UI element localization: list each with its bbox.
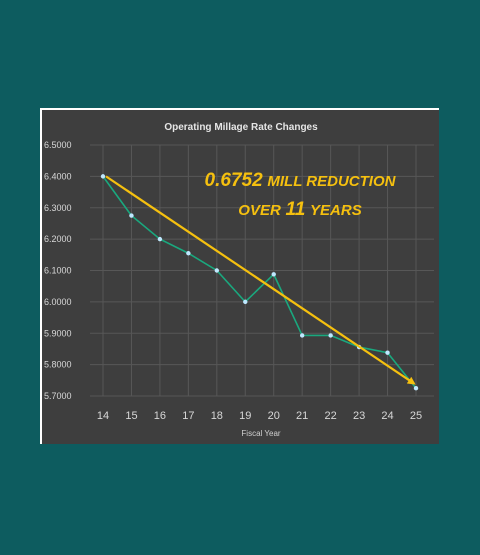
chart-panel: Operating Millage Rate Changes 6.5000 6.4… <box>42 110 439 444</box>
x-tick-label: 19 <box>239 410 251 422</box>
annotation-line-1: 0.6752 MILL REDUCTION <box>205 170 397 191</box>
y-tick-label: 6.5000 <box>44 140 72 150</box>
data-point <box>100 174 106 179</box>
trend-layer <box>105 175 416 385</box>
x-tick-label: 14 <box>97 410 109 422</box>
data-point <box>129 213 134 218</box>
x-tick-label: 18 <box>211 410 223 422</box>
annotation-reduction-text: MILL REDUCTION <box>267 173 396 190</box>
annotation-line-2: OVER 11 YEARS <box>238 199 361 220</box>
data-point <box>328 333 333 338</box>
x-axis-label: Fiscal Year <box>241 429 280 438</box>
data-point <box>214 268 220 273</box>
y-tick-label: 5.8000 <box>44 360 72 370</box>
x-tick-label: 24 <box>381 410 393 422</box>
data-point <box>186 251 191 256</box>
x-tick-label: 23 <box>353 410 365 422</box>
y-tick-label: 6.0000 <box>44 297 72 307</box>
data-point <box>243 299 248 305</box>
x-tick-label: 15 <box>125 410 137 422</box>
y-axis-ticks: 6.5000 6.4000 6.3000 6.2000 6.1000 6.0000 5.90… <box>44 140 72 401</box>
y-tick-label: 6.4000 <box>44 171 72 181</box>
series-line <box>102 175 417 389</box>
x-tick-label: 17 <box>182 410 194 422</box>
annotation-years-value: 11 <box>286 199 306 220</box>
x-tick-label: 16 <box>154 410 166 422</box>
data-point <box>271 272 276 277</box>
data-point <box>413 386 419 391</box>
annotation-years-text: YEARS <box>310 202 362 219</box>
trend-arrow <box>105 175 416 385</box>
x-axis-ticks: 14 15 16 17 18 19 20 21 22 23 24 25 <box>97 410 422 422</box>
x-tick-label: 21 <box>296 410 308 422</box>
x-tick-label: 20 <box>268 410 280 422</box>
y-tick-label: 6.3000 <box>44 203 72 213</box>
x-tick-label: 25 <box>410 410 422 422</box>
annotation-over-text: OVER <box>238 202 281 219</box>
millage-rate-chart: Operating Millage Rate Changes 6.5000 6.4… <box>44 122 434 438</box>
y-tick-label: 5.7000 <box>44 391 72 401</box>
data-point <box>299 333 305 338</box>
chart-title: Operating Millage Rate Changes <box>164 122 318 133</box>
x-tick-label: 22 <box>325 410 337 422</box>
y-tick-label: 5.9000 <box>44 328 72 338</box>
data-point <box>157 236 163 242</box>
y-tick-label: 6.2000 <box>44 234 72 244</box>
y-tick-label: 6.1000 <box>44 266 72 276</box>
data-point <box>385 350 390 355</box>
annotation-reduction-value: 0.6752 <box>205 170 264 191</box>
chart-frame: Operating Millage Rate Changes 6.5000 6.4… <box>40 108 439 444</box>
